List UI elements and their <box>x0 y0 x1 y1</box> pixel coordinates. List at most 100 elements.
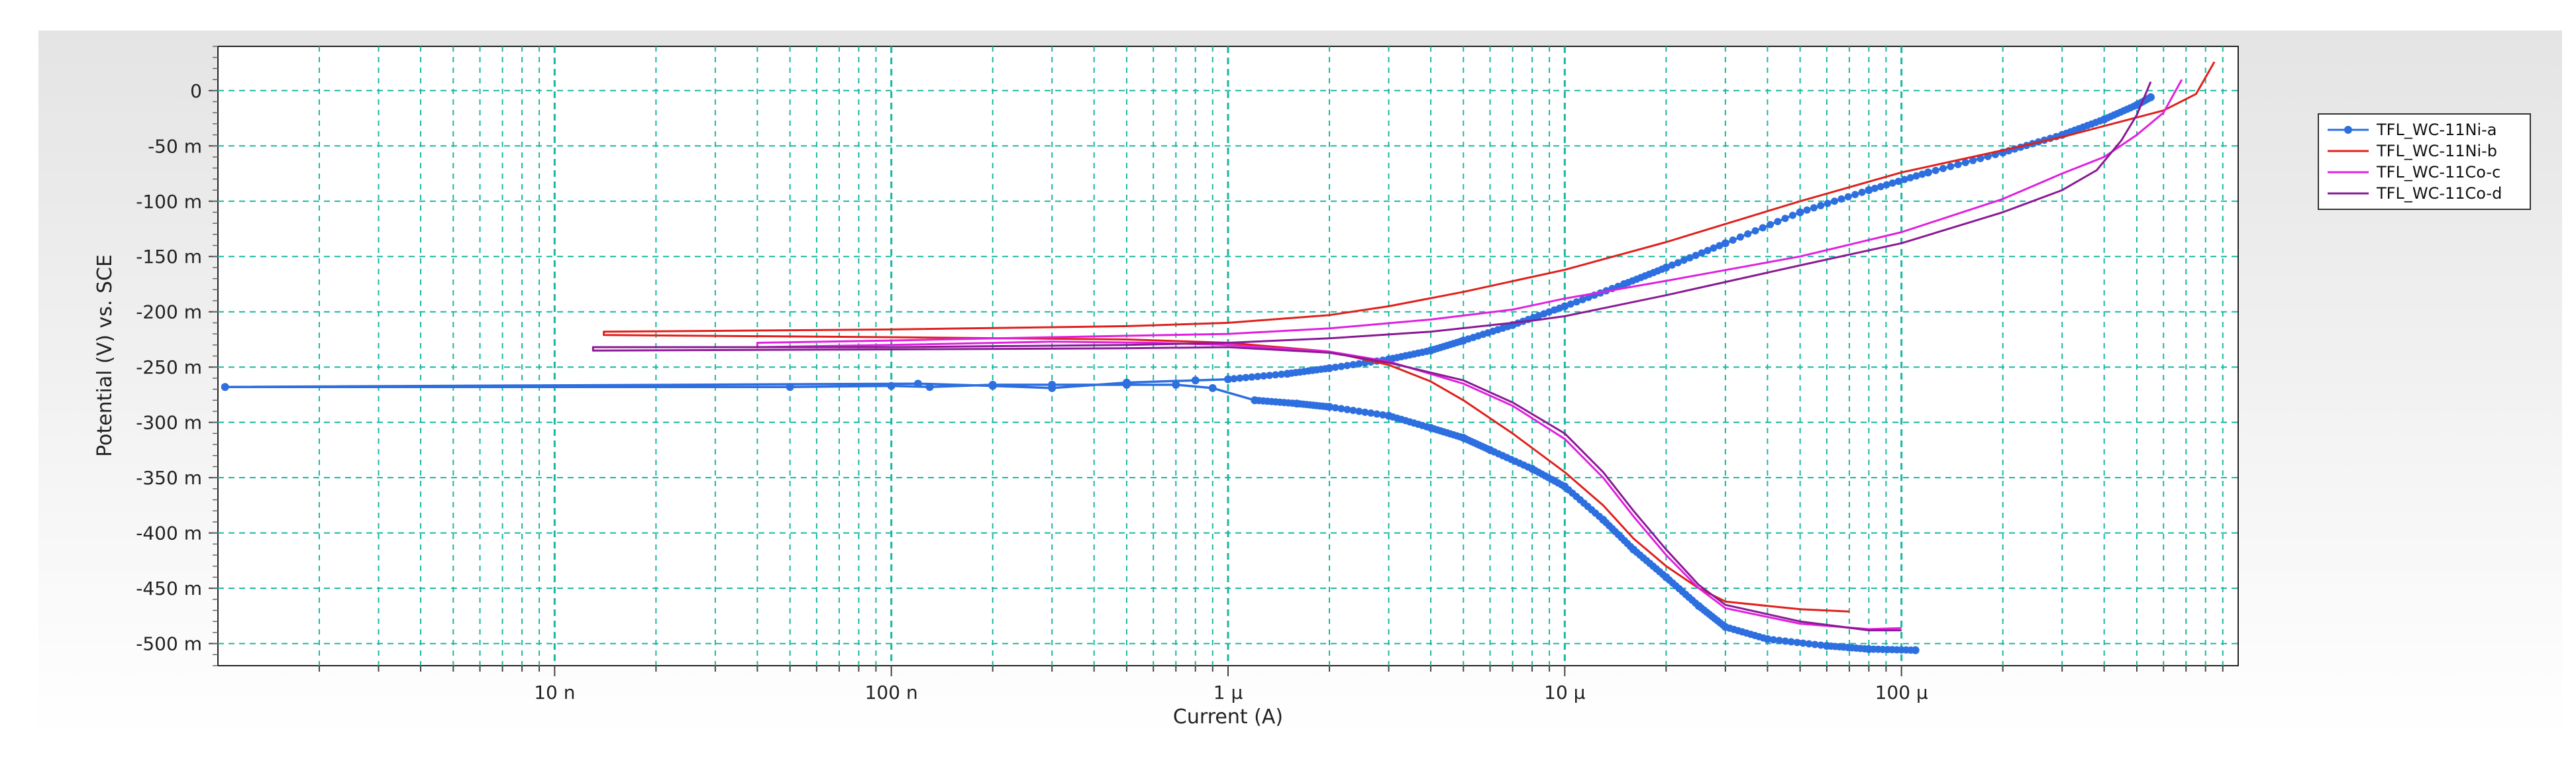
data-point <box>1851 191 1859 199</box>
data-point <box>1767 221 1775 229</box>
data-point <box>1224 375 1232 384</box>
data-point <box>1736 233 1744 241</box>
data-point <box>887 382 896 390</box>
data-point <box>925 383 934 391</box>
data-point <box>1254 372 1262 380</box>
data-point <box>1932 166 1939 174</box>
data-point <box>1796 208 1804 217</box>
data-point <box>1817 201 1825 209</box>
data-point <box>1456 433 1464 441</box>
data-point <box>1266 372 1274 380</box>
x-tick-label: 10 n <box>534 682 575 703</box>
data-point <box>1343 362 1351 370</box>
legend-entry: TFL_WC-11Ni-a <box>2328 121 2497 139</box>
data-point <box>1572 298 1580 306</box>
data-point <box>1048 384 1056 392</box>
data-point <box>1775 637 1783 644</box>
data-point <box>1484 445 1492 453</box>
data-point <box>1831 197 1839 205</box>
legend-entry: TFL_WC-11Co-d <box>2328 184 2502 203</box>
data-point <box>1894 178 1902 185</box>
data-point <box>1343 405 1351 413</box>
legend-entry: TFL_WC-11Co-c <box>2328 163 2500 181</box>
data-point <box>1658 265 1666 273</box>
data-point <box>1704 246 1712 254</box>
data-point <box>1322 403 1330 411</box>
data-point <box>1906 174 1914 181</box>
data-point <box>1729 236 1737 244</box>
data-point <box>1865 186 1873 195</box>
data-point <box>1361 408 1369 416</box>
y-tick-label: -300 m <box>136 412 202 434</box>
y-tick-label: -350 m <box>136 467 202 489</box>
y-tick-label: -150 m <box>136 246 202 268</box>
y-tick-label: -200 m <box>136 301 202 323</box>
data-point <box>1236 374 1244 382</box>
legend-label: TFL_WC-11Co-c <box>2376 163 2500 181</box>
data-point <box>1969 156 1977 164</box>
data-point <box>913 380 922 388</box>
series-1 <box>221 93 2155 654</box>
data-point <box>1248 373 1256 381</box>
data-point <box>1122 378 1131 387</box>
data-point <box>1788 211 1796 219</box>
data-point <box>1759 224 1767 232</box>
data-point <box>1759 634 1767 642</box>
data-point <box>1373 410 1381 418</box>
data-point <box>1977 154 1984 162</box>
x-tick-label: 10 µ <box>1544 682 1586 703</box>
data-point <box>1668 261 1676 269</box>
y-tick-label: -450 m <box>136 578 202 599</box>
data-point <box>1947 162 1955 170</box>
data-point <box>1686 254 1694 262</box>
legend-entry: TFL_WC-11Ni-b <box>2328 142 2497 160</box>
y-tick-label: -400 m <box>136 523 202 544</box>
series-layer <box>221 61 2216 654</box>
series-line <box>592 81 2152 632</box>
legend: TFL_WC-11Ni-a TFL_WC-11Ni-b TFL_WC-11Co-c T… <box>2318 113 2531 210</box>
series-line <box>603 61 2216 613</box>
data-point <box>1774 217 1782 225</box>
data-point <box>1674 259 1682 267</box>
data-point <box>1555 304 1563 312</box>
data-point <box>221 383 229 391</box>
data-point <box>1744 230 1752 238</box>
data-point <box>1954 160 1962 168</box>
data-point <box>1627 542 1635 550</box>
y-tick-label: -500 m <box>136 633 202 655</box>
data-point <box>1805 640 1813 648</box>
x-axis-title: Current (A) <box>1173 705 1283 729</box>
data-point <box>1361 359 1369 367</box>
data-point <box>1349 361 1357 369</box>
data-point <box>1716 242 1724 250</box>
data-point <box>1272 371 1280 379</box>
data-point <box>1423 423 1431 431</box>
data-point <box>1557 481 1565 489</box>
data-point <box>1337 362 1345 370</box>
data-point <box>1524 463 1532 471</box>
y-tick-label: 0 <box>190 80 202 102</box>
axes: 0 -50 m -100 m -150 m -200 m -250 m -300 m -350… <box>136 46 2224 703</box>
data-point <box>1379 411 1387 419</box>
grid <box>218 46 2238 666</box>
data-point <box>1659 570 1667 578</box>
legend-label: TFL_WC-11Ni-a <box>2376 121 2497 139</box>
y-tick-label: -100 m <box>136 191 202 213</box>
data-point <box>1721 239 1729 248</box>
data-point <box>1456 338 1464 346</box>
data-point <box>1844 193 1852 201</box>
data-point <box>1817 641 1825 649</box>
data-point <box>1781 637 1789 645</box>
data-point <box>1719 621 1727 629</box>
data-point <box>1423 347 1431 355</box>
data-point <box>1260 372 1268 380</box>
data-point <box>1692 252 1700 260</box>
data-point <box>1242 374 1250 382</box>
data-point <box>1900 176 1908 183</box>
data-point <box>1331 404 1339 412</box>
x-tick-label: 100 n <box>865 682 918 703</box>
data-point <box>1810 204 1818 212</box>
x-tick-label: 1 µ <box>1213 682 1243 703</box>
